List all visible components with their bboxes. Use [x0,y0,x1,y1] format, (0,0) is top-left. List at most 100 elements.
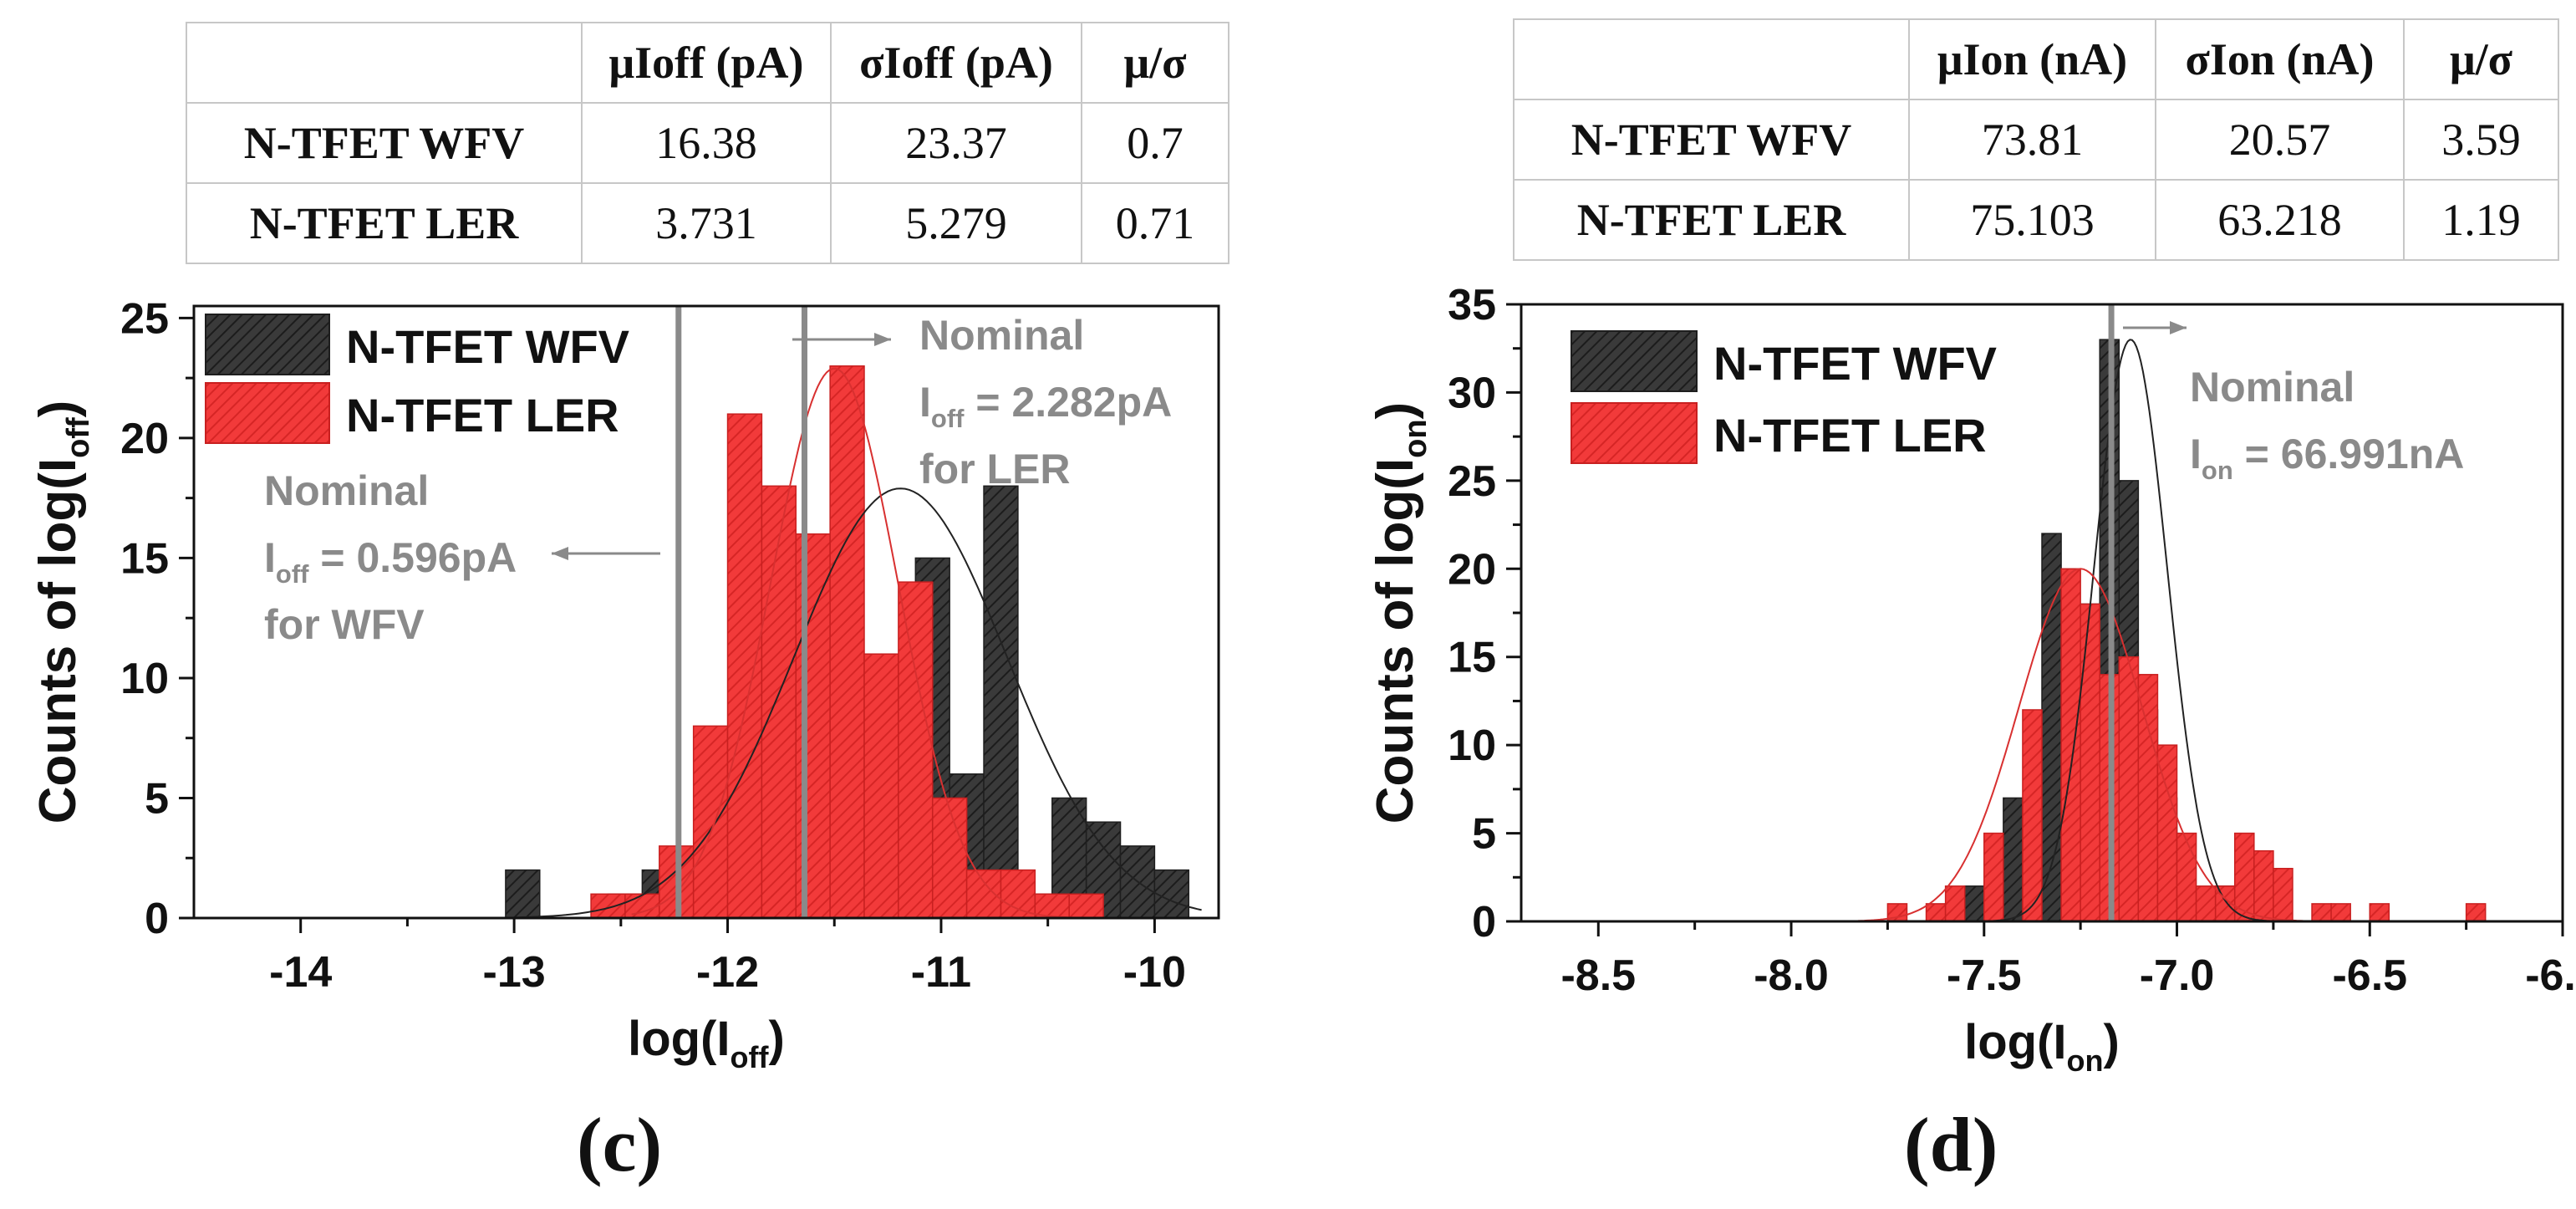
gaussian-fit-wfv [1945,339,2293,922]
x-tick-label: -6.0 [2525,951,2576,1000]
cell-ratio-wfv: 3.59 [2403,99,2559,181]
table-header-row: μIoff (pA) σIoff (pA) μ/σ [186,22,1229,104]
x-tick-label: -8.0 [1754,951,1829,1000]
y-tick-label: 5 [145,774,169,823]
histogram-bar [692,725,729,919]
legend-swatch-wfv [1571,330,1698,392]
y-axis-label-main: Counts of log(I [29,458,87,824]
cell-mu-ler: 3.731 [581,182,832,264]
x-axis-label-subscript: off [731,1040,770,1074]
histogram-bar [1000,869,1036,919]
nominal-text-label: Nominal [2190,364,2355,411]
y-tick-label: 0 [145,895,169,943]
x-tick-label: -14 [269,948,332,997]
histogram-bar [1963,885,1985,922]
histogram-bar [2022,709,2043,922]
histogram-bar [2311,903,2332,922]
ioff-histogram-chart: -14 -13 -12 -11 -100510152025log(Ioff)Counts… [29,294,1220,1074]
row-label-ler: N-TFET LER [1513,179,1910,261]
histogram-bar [590,893,626,919]
nominal-text-label: for WFV [264,601,425,648]
x-axis-label-subscript: on [2067,1043,2104,1078]
y-tick-label: 25 [1448,457,1496,506]
histogram-bar [2330,903,2351,922]
table-header-row: μIon (nA) σIon (nA) μ/σ [1513,18,2559,100]
nominal-arrow-head [874,333,891,346]
cell-ratio-ler: 1.19 [2403,179,2559,261]
histogram-bar [2118,656,2140,922]
series-ler [590,365,1104,919]
table-row: N-TFET LER 3.731 5.279 0.71 [186,182,1229,264]
histogram-bar [2137,674,2159,922]
legend-swatch-ler [1571,402,1698,464]
x-tick-label: -8.5 [1560,951,1636,1000]
table-corner-cell [186,22,583,104]
histogram-bar [1925,903,1947,922]
cell-sigma-ler: 63.218 [2155,179,2405,261]
histogram-bar [505,869,541,919]
table-corner-cell [1513,18,1910,100]
row-label-ler: N-TFET LER [186,182,583,264]
nominal-text-label: Nominal [919,312,1084,359]
legend-swatch-wfv [205,314,330,375]
nominal-value-label: Ioff = 0.596pA [264,534,517,589]
y-axis-label-close: ) [1367,402,1424,420]
histogram-bar [2176,832,2197,922]
histogram-bar [931,797,968,919]
row-label-wfv: N-TFET WFV [1513,99,1910,181]
cell-mu-wfv: 73.81 [1908,99,2156,181]
header-ratio: μ/σ [1081,22,1229,104]
nominal-value-label: Ion = 66.991nA [2190,431,2464,485]
histogram-bar [2465,903,2487,922]
nominal-value-label-close: = 2.282pA [965,379,1173,426]
header-sigma-ion: σIon (nA) [2155,18,2405,100]
stats-table-ion: μIon (nA) σIon (nA) μ/σ N-TFET WFV 73.81… [1513,18,2559,261]
histogram-bar [1944,885,1966,922]
header-sigma-ioff: σIoff (pA) [830,22,1082,104]
histogram-bar [1068,893,1104,919]
header-mu-ion: μIon (nA) [1908,18,2156,100]
legend-label-ler: N-TFET LER [1713,409,1987,462]
legend-swatch-ler [205,382,330,444]
histogram-bar [2003,797,2024,922]
nominal-value-label-subscript: off [276,559,309,589]
y-tick-label: 15 [120,534,169,583]
table-row: N-TFET LER 75.103 63.218 1.19 [1513,179,2559,261]
legend: N-TFET WFV N-TFET LER [205,314,629,444]
nominal-annotation: Nominal Ioff = 2.282pA for LER [792,312,1172,492]
nominal-arrow-head [2170,321,2187,334]
y-tick-label: 20 [120,415,169,463]
histogram-bar [898,581,934,919]
y-tick-label: 15 [1448,634,1496,682]
cell-sigma-ler: 5.279 [830,182,1082,264]
nominal-value-label-main: I [2190,431,2202,477]
y-axis-label-main: Counts of log(I [1367,458,1424,824]
nominal-annotation: Nominal Ioff = 0.596pA for WFV [264,467,660,648]
cell-sigma-wfv: 23.37 [830,102,1082,184]
stats-table-ioff: μIoff (pA) σIoff (pA) μ/σ N-TFET WFV 16.… [186,22,1229,264]
header-ratio: μ/σ [2403,18,2559,100]
histogram-bar [983,485,1019,919]
cell-ratio-ler: 0.71 [1081,182,1229,264]
gaussian-fit-wfv [514,487,1202,919]
y-tick-label: 25 [120,294,169,343]
histogram-bar [2369,903,2390,922]
histogram-bar [2060,568,2081,922]
x-axis-label-main: log(I [628,1012,730,1066]
histogram-bar [2253,849,2274,922]
x-axis-label: log(Ion) [1964,1015,2120,1078]
x-axis-label-close: ) [2104,1015,2120,1069]
histogram-bar [829,365,865,919]
x-tick-label: -6.5 [2332,951,2407,1000]
x-tick-label: -12 [696,948,759,997]
legend-label-wfv: N-TFET WFV [1713,337,1997,390]
nominal-text-label: for LER [919,446,1071,492]
nominal-annotation: Nominal Ion = 66.991nA [2123,321,2464,485]
nominal-value-label-close: = 66.991nA [2233,431,2465,477]
y-axis-label-subscript: on [1398,419,1433,457]
y-tick-label: 5 [1472,810,1496,859]
table-row: N-TFET WFV 73.81 20.57 3.59 [1513,99,2559,181]
y-axis-label: Counts of log(Ioff) [29,400,96,824]
nominal-value-label-close: = 0.596pA [309,534,517,581]
